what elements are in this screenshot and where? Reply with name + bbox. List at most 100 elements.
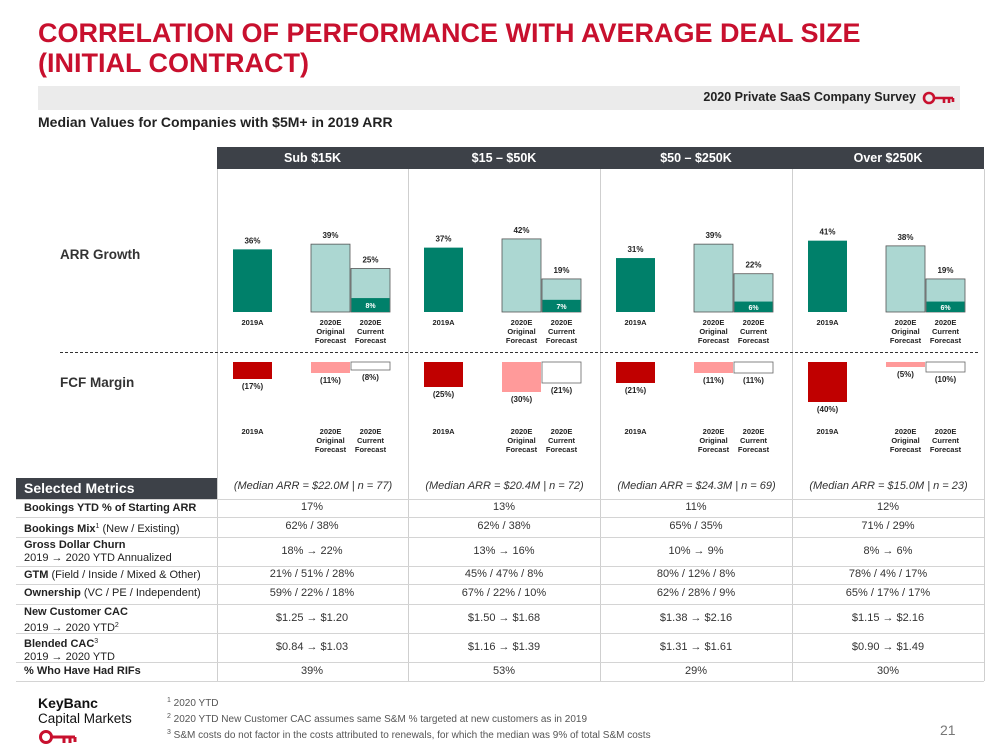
fcf-value-label: (11%) <box>743 376 764 385</box>
fcf-value-label: (11%) <box>320 376 341 385</box>
fcf-bar-2020e-current <box>733 361 774 374</box>
metric-label: New Customer CAC 2019 → 2020 YTD2 <box>24 606 128 634</box>
column-divider <box>408 169 409 681</box>
arr-value-label: 39% <box>322 231 338 240</box>
category-label: 2019A <box>816 427 839 436</box>
row-separator <box>16 662 984 663</box>
metric-label: Bookings Mix1 (New / Existing) <box>24 523 180 535</box>
category-label: Current <box>740 436 768 445</box>
category-label: 2020E <box>320 427 342 436</box>
metric-label: % Who Have Had RIFs <box>24 665 141 677</box>
median-note: (Median ARR = $20.4M | n = 72) <box>425 480 584 492</box>
metric-value: 21% / 51% / 28% <box>269 568 355 580</box>
category-label: Forecast <box>930 336 962 345</box>
footnote: 1 2020 YTD <box>167 697 219 709</box>
arr-value-label: 22% <box>745 261 761 270</box>
category-label: Original <box>316 436 344 445</box>
arr-bar-2019a <box>808 240 847 312</box>
arr-value-label: 25% <box>362 256 378 265</box>
category-label: 2020E <box>551 427 573 436</box>
row-label-arr-growth: ARR Growth <box>60 247 141 262</box>
row-separator <box>16 517 984 518</box>
metric-value: 53% <box>492 665 516 677</box>
arr-value-label: 19% <box>937 266 953 275</box>
metric-value: $1.25 → $1.20 <box>275 612 349 624</box>
metric-value: 62% / 38% <box>477 520 531 532</box>
column-divider <box>600 169 601 681</box>
category-label: Original <box>891 436 919 445</box>
category-label: Current <box>357 436 385 445</box>
metric-value: 39% <box>300 665 324 677</box>
metric-label: Blended CAC3 2019 → 2020 YTD <box>24 638 115 663</box>
logo-subtitle: Capital Markets <box>38 711 132 726</box>
fcf-bar-2019a <box>424 362 463 387</box>
category-label: Forecast <box>738 336 770 345</box>
category-label: Forecast <box>355 336 387 345</box>
arr-value-label: 37% <box>435 235 451 244</box>
category-label: Current <box>932 436 960 445</box>
metric-label: Bookings YTD % of Starting ARR <box>24 502 197 514</box>
metric-value: 12% <box>876 501 900 513</box>
metric-value: 45% / 47% / 8% <box>464 568 544 580</box>
category-label: Current <box>548 327 576 336</box>
fcf-value-label: (30%) <box>511 395 533 404</box>
category-label: 2019A <box>241 318 264 327</box>
section-divider <box>60 352 978 353</box>
metric-value: 30% <box>876 665 900 677</box>
category-label: Forecast <box>506 445 538 454</box>
metric-value: 65% / 17% / 17% <box>845 587 931 599</box>
fcf-value-label: (25%) <box>433 390 455 399</box>
metric-value: 17% <box>300 501 324 513</box>
metric-value: 62% / 38% <box>285 520 339 532</box>
metric-value: 29% <box>684 665 708 677</box>
category-label: Original <box>699 436 727 445</box>
fcf-value-label: (21%) <box>625 386 647 395</box>
row-label-fcf-margin: FCF Margin <box>60 375 135 390</box>
metric-label: Gross Dollar Churn 2019 → 2020 YTD Annual… <box>24 539 172 564</box>
category-label: Original <box>507 436 535 445</box>
category-label: 2020E <box>743 318 765 327</box>
metric-label: Ownership (VC / PE / Independent) <box>24 587 201 599</box>
metric-value: $1.15 → $2.16 <box>851 612 925 624</box>
category-label: 2020E <box>895 427 917 436</box>
metric-value: $1.38 → $2.16 <box>659 612 733 624</box>
arr-bar-difference <box>734 301 773 312</box>
row-separator <box>16 566 984 567</box>
arr-value-label: 39% <box>705 231 721 240</box>
row-separator <box>16 681 984 682</box>
row-separator <box>16 584 984 585</box>
metric-value: 13% → 16% <box>473 545 535 557</box>
key-icon <box>922 91 955 105</box>
metric-label: GTM (Field / Inside / Mixed & Other) <box>24 569 201 581</box>
fcf-bar-2020e-original <box>311 362 350 373</box>
page-number: 21 <box>940 722 956 738</box>
metric-value: 18% → 22% <box>281 545 343 557</box>
column-divider <box>792 169 793 681</box>
fcf-value-label: (17%) <box>242 382 264 391</box>
category-label: Original <box>699 327 727 336</box>
category-label: Forecast <box>546 445 578 454</box>
fcf-bar-2020e-current <box>350 361 391 371</box>
segment-header: Sub $15K <box>284 151 341 165</box>
segment-header: Over $250K <box>853 151 923 165</box>
category-label: Forecast <box>546 336 578 345</box>
category-label: 2020E <box>511 318 533 327</box>
category-label: Forecast <box>930 445 962 454</box>
survey-label: 2020 Private SaaS Company Survey <box>703 90 916 104</box>
arr-bar-2019a <box>233 249 272 312</box>
metric-value: $0.90 → $1.49 <box>851 641 925 653</box>
fcf-value-label: (5%) <box>897 370 914 379</box>
arr-bar-difference <box>926 301 965 312</box>
metric-value: $1.16 → $1.39 <box>467 641 541 653</box>
arr-bar-2019a <box>616 258 655 312</box>
metric-value: 8% → 6% <box>863 545 913 557</box>
arr-bar-2020e-original <box>885 245 926 313</box>
arr-bar-2020e-original <box>693 243 734 313</box>
metric-value: 13% <box>492 501 516 513</box>
segment-header: $50 – $250K <box>660 151 732 165</box>
segment-header: $15 – $50K <box>471 151 537 165</box>
metric-value: 78% / 4% / 17% <box>848 568 928 580</box>
fcf-bar-2020e-original <box>502 362 541 392</box>
category-label: 2019A <box>432 427 455 436</box>
category-label: Original <box>316 327 344 336</box>
